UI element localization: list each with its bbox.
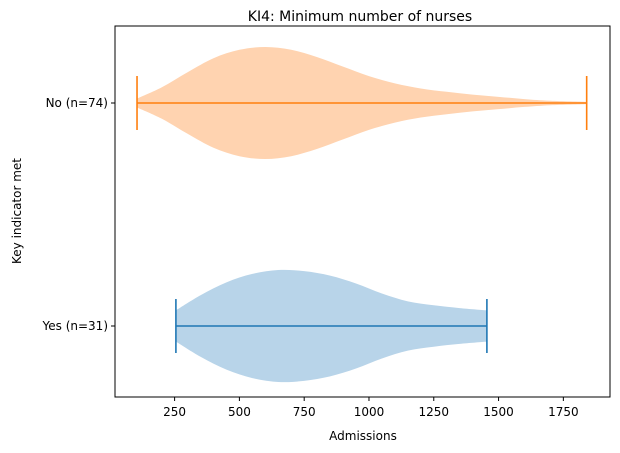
- chart-title: KI4: Minimum number of nurses: [248, 9, 472, 25]
- x-tick-label: 1000: [354, 405, 385, 419]
- x-axis-label: Admissions: [329, 429, 397, 443]
- x-tick-label: 750: [293, 405, 316, 419]
- plot-frame: [114, 25, 611, 398]
- x-axis-ticks: 250 500 750 1000 1250 1500 1750: [163, 397, 579, 419]
- y-tick-label: Yes (n=31): [42, 319, 108, 333]
- violin-bodies: [136, 47, 588, 383]
- x-tick-label: 500: [228, 405, 251, 419]
- x-tick-label: 1250: [418, 405, 449, 419]
- y-axis-ticks: Yes (n=31) No (n=74): [42, 96, 115, 333]
- x-tick-label: 250: [163, 405, 186, 419]
- y-tick-label: No (n=74): [46, 96, 108, 110]
- x-tick-label: 1750: [548, 405, 579, 419]
- y-axis-label: Key indicator met: [10, 158, 24, 264]
- x-tick-label: 1500: [483, 405, 514, 419]
